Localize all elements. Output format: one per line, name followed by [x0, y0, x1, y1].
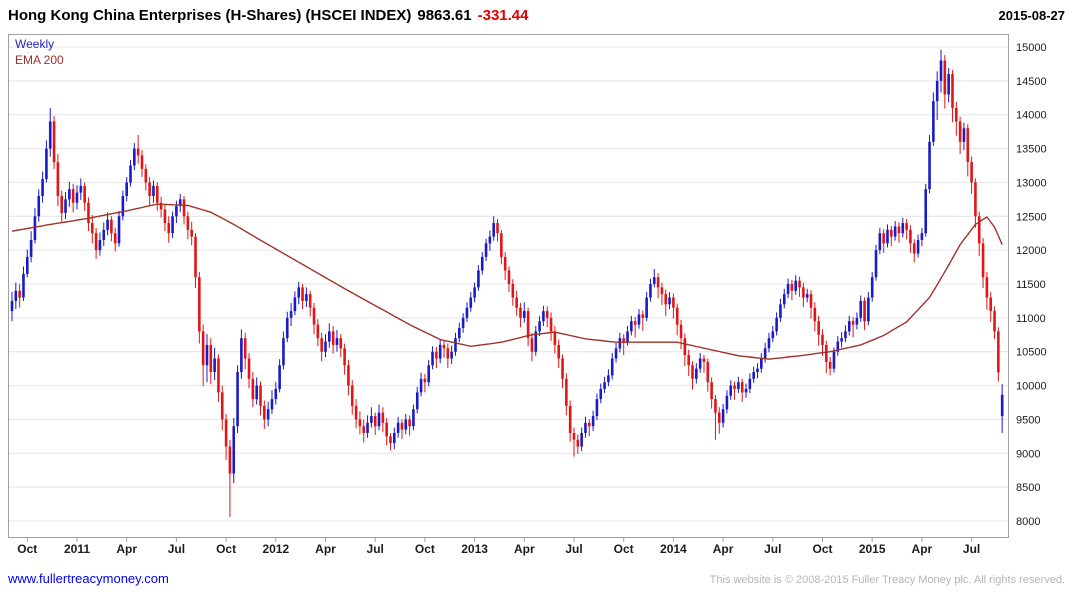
svg-text:Apr: Apr: [912, 542, 933, 556]
svg-text:14500: 14500: [1016, 76, 1047, 88]
page-footer: www.fullertreacymoney.com This website i…: [0, 563, 1075, 586]
svg-text:Jul: Jul: [565, 542, 582, 556]
svg-text:Oct: Oct: [17, 542, 37, 556]
svg-text:Apr: Apr: [713, 542, 734, 556]
svg-text:12500: 12500: [1016, 211, 1047, 223]
last-value: 9863.61: [417, 7, 472, 24]
svg-text:Jul: Jul: [367, 542, 384, 556]
svg-text:8500: 8500: [1016, 482, 1040, 494]
price-chart: 8000 8500 9000 9500 10000 10500 11000 11500 1200…: [8, 34, 1047, 556]
svg-text:11500: 11500: [1016, 279, 1046, 291]
chart-header: Hong Kong China Enterprises (H-Shares) (…: [0, 0, 1075, 31]
svg-text:Jul: Jul: [963, 542, 980, 556]
footer-copyright: This website is © 2008-2015 Fuller Treac…: [709, 574, 1065, 586]
svg-text:10500: 10500: [1016, 347, 1047, 359]
svg-text:2011: 2011: [64, 542, 90, 556]
svg-text:Apr: Apr: [514, 542, 535, 556]
svg-text:13500: 13500: [1016, 144, 1047, 156]
svg-text:12000: 12000: [1016, 245, 1047, 257]
svg-text:10000: 10000: [1016, 381, 1047, 393]
svg-text:Oct: Oct: [216, 542, 236, 556]
footer-link[interactable]: www.fullertreacymoney.com: [8, 571, 169, 586]
svg-text:Oct: Oct: [415, 542, 435, 556]
svg-text:14000: 14000: [1016, 110, 1047, 122]
svg-text:Oct: Oct: [614, 542, 634, 556]
svg-text:9000: 9000: [1016, 448, 1040, 460]
svg-text:8000: 8000: [1016, 516, 1040, 528]
instrument-title: Hong Kong China Enterprises (H-Shares) (…: [8, 7, 412, 24]
legend-ema: EMA 200: [15, 53, 64, 67]
svg-text:Apr: Apr: [315, 542, 336, 556]
chart-area: 8000 8500 9000 9500 10000 10500 11000 11500 1200…: [8, 31, 1068, 563]
svg-text:2012: 2012: [262, 542, 289, 556]
svg-text:11000: 11000: [1016, 313, 1046, 325]
svg-text:Oct: Oct: [812, 542, 832, 556]
change-value: -331.44: [477, 7, 529, 24]
svg-text:2014: 2014: [660, 542, 687, 556]
svg-text:Apr: Apr: [116, 542, 137, 556]
chart-date: 2015-08-27: [998, 8, 1066, 23]
svg-text:15000: 15000: [1016, 42, 1047, 54]
svg-text:Jul: Jul: [168, 542, 185, 556]
chart-legend: Weekly EMA 200: [15, 36, 64, 68]
svg-text:13000: 13000: [1016, 177, 1047, 189]
svg-text:9500: 9500: [1016, 414, 1040, 426]
legend-timeframe: Weekly: [15, 37, 55, 51]
svg-text:2013: 2013: [461, 542, 488, 556]
svg-text:Jul: Jul: [764, 542, 781, 556]
svg-text:2015: 2015: [859, 542, 886, 556]
page-title: Hong Kong China Enterprises (H-Shares) (…: [8, 7, 528, 24]
